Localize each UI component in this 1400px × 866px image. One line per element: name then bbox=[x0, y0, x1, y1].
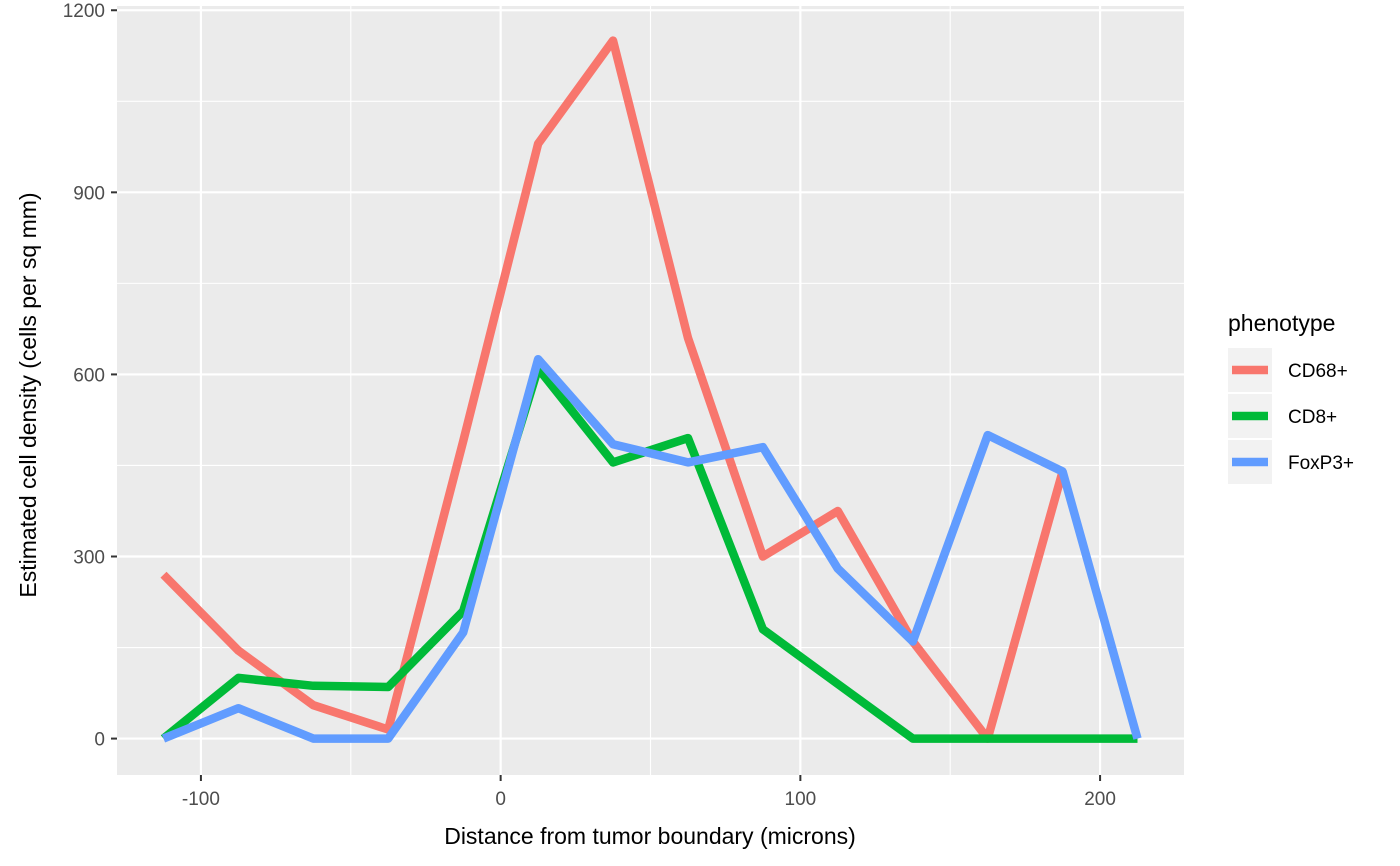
minor-gridlines bbox=[117, 6, 1184, 775]
y-tick-label: 600 bbox=[73, 365, 105, 386]
legend-items: CD68+ CD8+ FoxP3+ bbox=[1228, 348, 1354, 484]
series-lines bbox=[160, 36, 1142, 743]
legend-label: CD8+ bbox=[1288, 407, 1337, 428]
y-tick-label: 0 bbox=[94, 730, 105, 751]
x-tick-label: 100 bbox=[785, 789, 817, 810]
legend-item-cd68: CD68+ bbox=[1228, 348, 1348, 392]
legend-title: phenotype bbox=[1228, 310, 1335, 336]
x-axis-title: Distance from tumor boundary (microns) bbox=[444, 823, 856, 849]
legend: phenotype CD68+ CD8+ FoxP3+ bbox=[1228, 310, 1354, 484]
y-axis-title: Estimated cell density (cells per sq mm) bbox=[15, 192, 41, 597]
y-axis: 0 300 600 900 1200 bbox=[63, 1, 117, 751]
legend-label: FoxP3+ bbox=[1288, 453, 1354, 474]
y-tick-label: 900 bbox=[73, 183, 105, 204]
x-tick-label: 0 bbox=[495, 789, 506, 810]
series-line-foxp3 bbox=[161, 354, 1142, 743]
legend-label: CD68+ bbox=[1288, 361, 1348, 382]
y-tick-label: 1200 bbox=[63, 1, 105, 22]
legend-item-foxp3: FoxP3+ bbox=[1228, 440, 1354, 484]
y-tick-label: 300 bbox=[73, 547, 105, 568]
x-tick-label: -100 bbox=[182, 789, 220, 810]
x-axis: -100 0 100 200 bbox=[182, 775, 1116, 810]
legend-item-cd8: CD8+ bbox=[1228, 394, 1337, 438]
x-tick-label: 200 bbox=[1084, 789, 1116, 810]
